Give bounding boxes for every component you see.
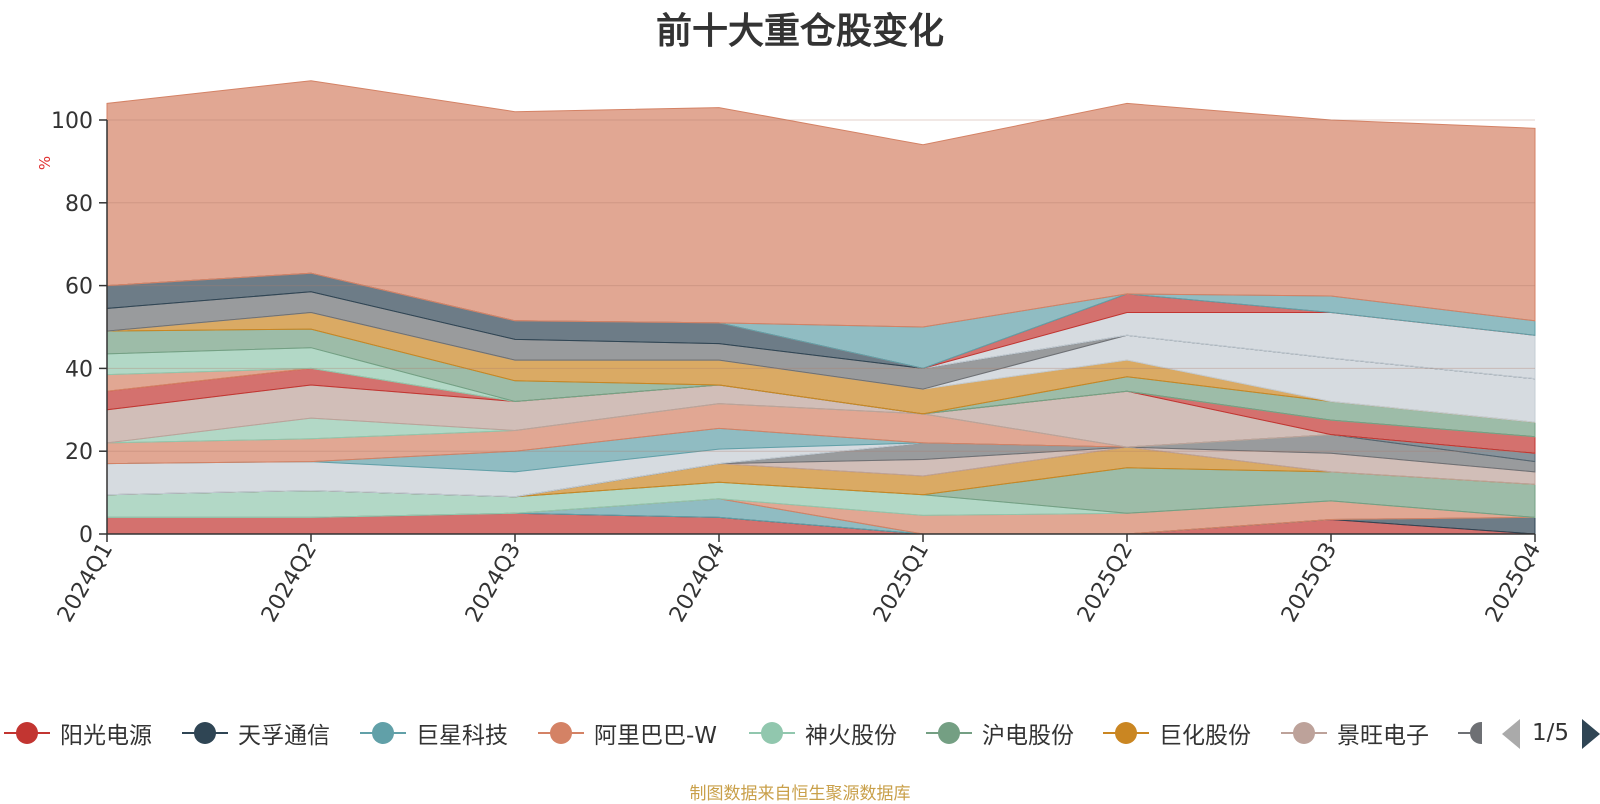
legend-label: 景旺电子 <box>1337 723 1429 749</box>
y-axis-label: % <box>36 156 54 170</box>
x-tick-label: 2025Q2 <box>1073 539 1138 627</box>
legend-label: 沪电股份 <box>982 723 1074 749</box>
x-tick-label: 2025Q4 <box>1481 539 1546 627</box>
area-bands <box>106 80 1536 535</box>
legend-item[interactable]: 巨化股份 <box>1101 716 1251 750</box>
legend-item[interactable]: 阳光电源 <box>2 716 152 750</box>
x-tick-label: 2024Q3 <box>461 539 526 627</box>
x-tick-labels: 2024Q1 2024Q2 2024Q3 2024Q4 2025Q1 2025Q2 2025… <box>53 534 1546 627</box>
legend-item[interactable]: 巨星科技 <box>358 716 508 750</box>
y-tick-label: 40 <box>65 357 93 382</box>
legend-label: 天孚通信 <box>238 723 330 749</box>
legend-symbol <box>747 716 797 750</box>
y-tick-label: 80 <box>65 192 93 217</box>
legend: 阳光电源 天孚通信 巨星科技 阿里巴巴-W 神火股份 沪电股份 巨化股份 景旺电子 1/5 <box>0 716 1600 750</box>
legend-symbol <box>2 716 52 750</box>
legend-item-partial <box>1456 716 1482 750</box>
legend-symbol <box>1279 716 1329 750</box>
legend-item[interactable]: 阿里巴巴-W <box>536 716 717 750</box>
axes <box>106 120 1535 535</box>
legend-next-page-button[interactable] <box>1582 719 1600 749</box>
legend-symbol <box>1456 716 1482 750</box>
x-tick-label: 2025Q1 <box>869 539 934 627</box>
legend-label: 阳光电源 <box>60 723 152 749</box>
y-tick-label: 60 <box>65 275 93 300</box>
legend-page-indicator: 1/5 <box>1532 720 1570 746</box>
legend-symbol <box>180 716 230 750</box>
legend-symbol <box>1101 716 1151 750</box>
legend-label: 巨星科技 <box>416 723 508 749</box>
legend-prev-page-button[interactable] <box>1502 719 1520 749</box>
legend-symbol <box>358 716 408 750</box>
legend-symbol <box>924 716 974 750</box>
chart-title: 前十大重仓股变化 <box>655 11 944 52</box>
legend-item[interactable]: 天孚通信 <box>180 716 330 750</box>
y-tick-label: 0 <box>79 523 93 548</box>
y-tick-label: 20 <box>65 440 93 465</box>
x-tick-label: 2024Q1 <box>53 539 118 627</box>
legend-symbol <box>536 716 586 750</box>
source-note: 制图数据来自恒生聚源数据库 <box>689 784 911 804</box>
legend-item[interactable]: 景旺电子 <box>1279 716 1429 750</box>
legend-label: 神火股份 <box>805 723 897 749</box>
x-tick-label: 2025Q3 <box>1277 539 1342 627</box>
grid-lines <box>107 119 1535 452</box>
legend-item[interactable]: 神火股份 <box>747 716 897 750</box>
x-tick-label: 2024Q4 <box>665 539 730 627</box>
x-tick-label: 2024Q2 <box>257 539 322 627</box>
area-series-26 <box>106 80 1536 328</box>
legend-label: 巨化股份 <box>1159 723 1251 749</box>
y-tick-label: 100 <box>51 109 93 134</box>
y-tick-labels: 0 20 40 60 80 100 <box>51 109 107 548</box>
legend-item[interactable]: 沪电股份 <box>924 716 1074 750</box>
legend-label: 阿里巴巴-W <box>594 723 718 749</box>
